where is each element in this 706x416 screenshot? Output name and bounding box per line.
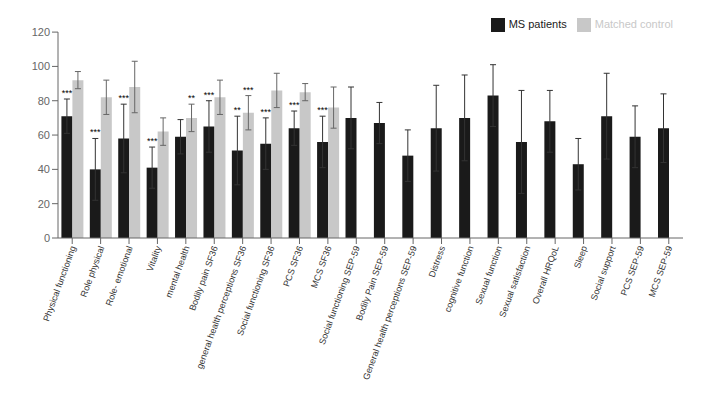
svg-text:***: *** (118, 93, 129, 103)
svg-text:60: 60 (38, 129, 50, 141)
svg-text:40: 40 (38, 163, 50, 175)
svg-text:PCS SF36: PCS SF36 (281, 245, 305, 288)
svg-text:Social functioning SEP-59: Social functioning SEP-59 (317, 245, 362, 346)
svg-text:Social support: Social support (589, 244, 618, 301)
svg-text:Bodily pain SF36: Bodily pain SF36 (187, 245, 220, 312)
svg-text:Sleep: Sleep (572, 245, 589, 270)
svg-text:MCS SF36: MCS SF36 (309, 245, 333, 290)
svg-text:cognitive function: cognitive function (442, 245, 475, 314)
svg-text:***: *** (90, 127, 101, 137)
svg-text:20: 20 (38, 198, 50, 210)
svg-text:general health perceptions SF3: general health perceptions SF36 (194, 245, 248, 371)
svg-text:Role- emotional: Role- emotional (104, 245, 135, 308)
svg-text:Social functioning SF36: Social functioning SF36 (235, 245, 277, 337)
svg-text:***: *** (204, 90, 215, 100)
svg-text:Sexual function: Sexual function (474, 245, 504, 306)
svg-text:***: *** (243, 85, 254, 95)
svg-text:***: *** (289, 100, 300, 110)
svg-text:MCS SEP-59: MCS SEP-59 (647, 245, 675, 299)
svg-text:Physical functioning: Physical functioning (41, 245, 78, 323)
svg-text:Bodily Pain SEP-59: Bodily Pain SEP-59 (354, 244, 391, 322)
svg-text:80: 80 (38, 95, 50, 107)
svg-text:***: *** (62, 88, 73, 98)
svg-text:***: *** (317, 105, 328, 115)
html-text:Matched control: Matched control (594, 18, 673, 30)
svg-text:Sexual satisfaction: Sexual satisfaction (497, 245, 532, 319)
svg-text:***: *** (147, 136, 158, 146)
svg-text:**: ** (188, 93, 196, 103)
svg-text:100: 100 (32, 60, 50, 72)
svg-text:120: 120 (32, 26, 50, 38)
svg-text:PCS SEP-59: PCS SEP-59 (619, 245, 646, 297)
svg-text:General health perceptions SEP: General health perceptions SEP-59 (361, 245, 419, 381)
svg-text:***: *** (261, 107, 272, 117)
svg-text:Role physical: Role physical (79, 245, 107, 299)
svg-text:Distress: Distress (427, 244, 448, 278)
svg-text:Vitality: Vitality (145, 244, 164, 273)
svg-text:Overall HRQoL: Overall HRQoL (531, 245, 561, 306)
html-text:MS patients: MS patients (508, 18, 567, 30)
svg-text:mental health: mental health (164, 245, 192, 299)
svg-text:0: 0 (44, 232, 50, 244)
svg-text:**: ** (234, 105, 242, 115)
